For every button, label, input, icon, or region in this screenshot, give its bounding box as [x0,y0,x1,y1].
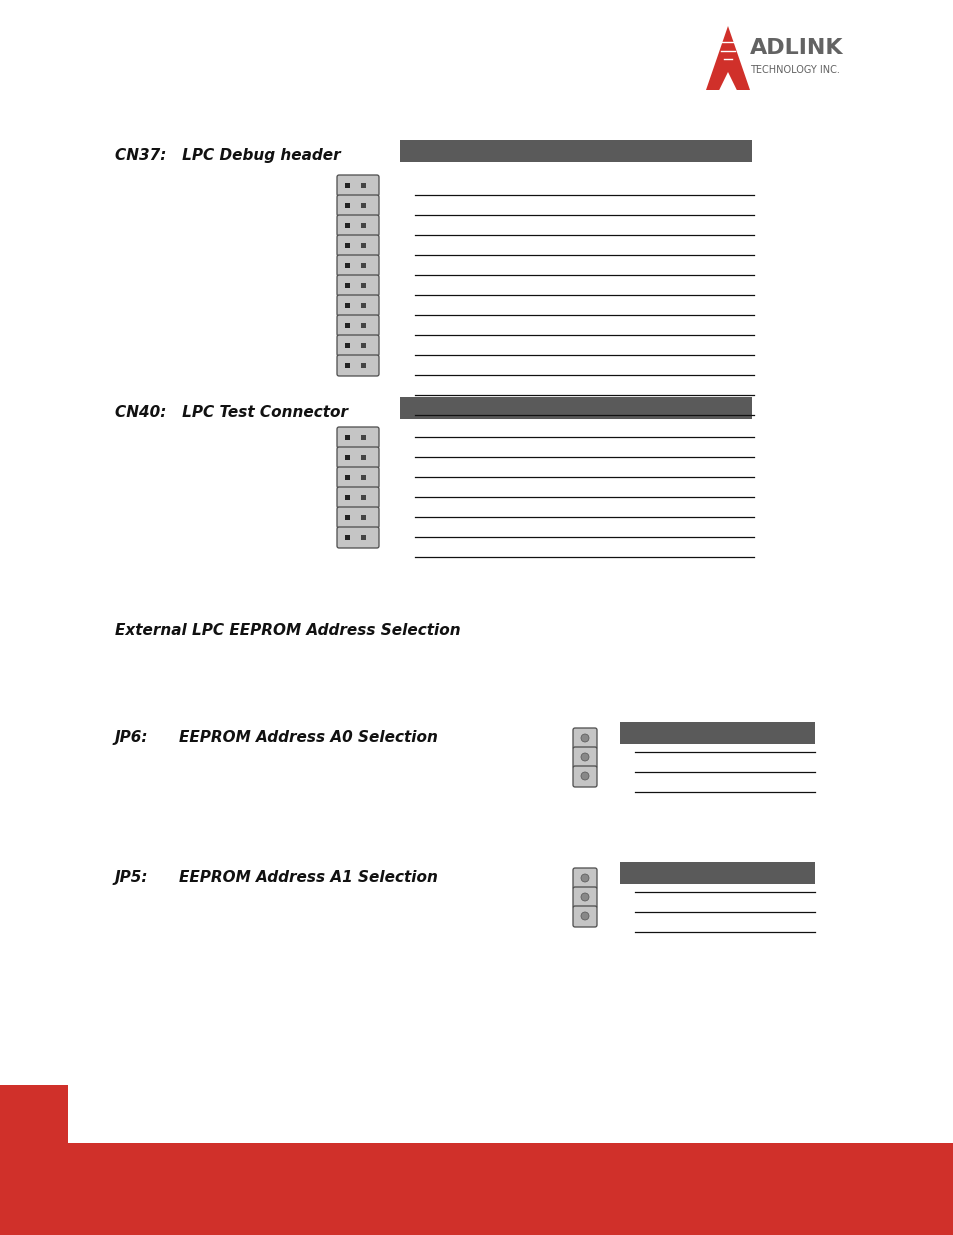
Bar [345,224,350,228]
Bar [360,243,366,248]
Text: CN37:   LPC Debug header: CN37: LPC Debug header [115,148,340,163]
Bar [360,363,366,368]
Bar [360,324,366,329]
FancyBboxPatch shape [336,195,378,216]
FancyBboxPatch shape [573,747,597,768]
Text: JP5:      EEPROM Address A1 Selection: JP5: EEPROM Address A1 Selection [115,869,438,885]
Text: ADLINK: ADLINK [749,38,842,58]
Bar [345,283,350,288]
Bar [345,535,350,540]
Bar [399,396,751,419]
FancyBboxPatch shape [336,354,378,375]
Ellipse shape [580,734,588,742]
Bar [360,535,366,540]
Bar [345,475,350,480]
Bar [345,183,350,188]
Ellipse shape [580,772,588,781]
FancyBboxPatch shape [336,467,378,488]
FancyBboxPatch shape [336,527,378,548]
Bar [360,303,366,308]
FancyBboxPatch shape [573,887,597,908]
Ellipse shape [580,893,588,902]
Bar [619,862,814,884]
FancyBboxPatch shape [336,175,378,196]
FancyBboxPatch shape [336,487,378,508]
Bar [345,515,350,520]
FancyBboxPatch shape [573,868,597,889]
Bar [345,454,350,459]
FancyBboxPatch shape [336,508,378,529]
Bar [345,303,350,308]
Polygon shape [705,26,749,90]
Bar [399,140,751,162]
Bar [360,435,366,440]
Bar [619,722,814,743]
Text: External LPC EEPROM Address Selection: External LPC EEPROM Address Selection [115,622,460,638]
Bar [0,1086,68,1158]
Ellipse shape [580,911,588,920]
Bar [345,243,350,248]
Bar [345,324,350,329]
Bar [345,203,350,207]
Bar [345,343,350,348]
FancyBboxPatch shape [336,315,378,336]
FancyBboxPatch shape [336,235,378,256]
Bar [360,515,366,520]
FancyBboxPatch shape [336,335,378,356]
Text: CN40:   LPC Test Connector: CN40: LPC Test Connector [115,405,348,420]
FancyBboxPatch shape [573,906,597,927]
FancyBboxPatch shape [573,727,597,748]
Bar [360,224,366,228]
Bar [345,435,350,440]
Bar [360,183,366,188]
Bar [360,454,366,459]
Bar [345,263,350,268]
FancyBboxPatch shape [336,254,378,275]
FancyBboxPatch shape [336,275,378,296]
Bar [345,363,350,368]
Bar [360,495,366,500]
Bar [360,203,366,207]
Bar [345,495,350,500]
Bar [360,263,366,268]
Bar [360,343,366,348]
FancyBboxPatch shape [336,295,378,316]
Text: JP6:      EEPROM Address A0 Selection: JP6: EEPROM Address A0 Selection [115,730,438,745]
Bar [360,283,366,288]
FancyBboxPatch shape [336,447,378,468]
Ellipse shape [580,753,588,761]
Text: TECHNOLOGY INC.: TECHNOLOGY INC. [749,65,839,75]
FancyBboxPatch shape [336,215,378,236]
FancyBboxPatch shape [573,766,597,787]
Bar [0,1144,953,1235]
Ellipse shape [580,874,588,882]
Bar [360,475,366,480]
FancyBboxPatch shape [336,427,378,448]
